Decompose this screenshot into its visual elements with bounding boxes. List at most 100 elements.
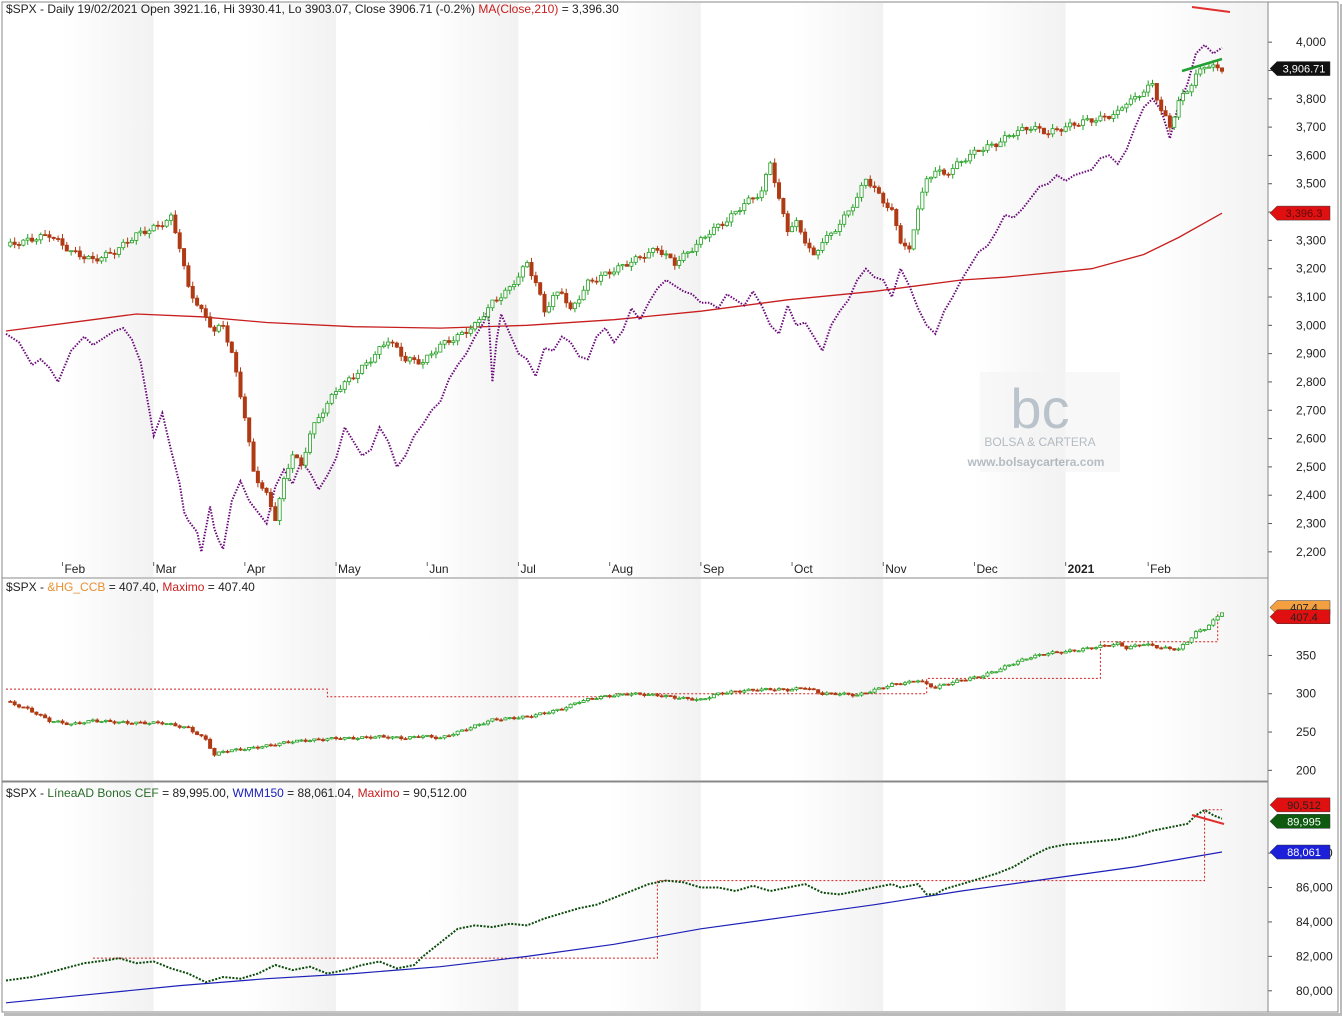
svg-text:90,512: 90,512	[1287, 800, 1321, 812]
candle	[234, 349, 239, 377]
candle	[942, 683, 947, 686]
candle	[1220, 67, 1225, 74]
candle	[1185, 641, 1190, 645]
candle	[872, 181, 877, 193]
candle	[82, 721, 87, 726]
y-tick-label: 2,500	[1296, 460, 1326, 474]
candle	[1024, 126, 1029, 135]
candle	[325, 400, 330, 417]
candle	[1063, 122, 1068, 133]
candle	[151, 223, 156, 232]
candle	[590, 277, 595, 284]
candle	[733, 210, 738, 216]
candle	[433, 735, 438, 741]
candle	[998, 137, 1003, 148]
y-tick-label: 2,200	[1296, 545, 1326, 559]
candle	[920, 679, 925, 683]
candle	[499, 718, 504, 722]
candle	[160, 720, 165, 726]
watermark-name: BOLSA & CARTERA	[984, 435, 1095, 449]
linea-ad-line	[5, 808, 1223, 984]
candle	[1007, 664, 1012, 667]
ad-series	[5, 808, 1223, 984]
candle	[412, 355, 417, 364]
y-tick-label: 3,100	[1296, 290, 1326, 304]
candle	[664, 694, 669, 699]
candle	[529, 257, 534, 280]
candle	[312, 422, 317, 439]
candle	[1193, 69, 1198, 89]
candle	[416, 734, 421, 738]
candle	[577, 700, 582, 705]
candle	[746, 688, 751, 692]
candle	[255, 745, 260, 750]
candle	[1150, 642, 1155, 647]
candle	[381, 341, 386, 349]
candle	[1020, 657, 1025, 662]
candle	[1024, 658, 1029, 661]
candle	[73, 721, 78, 725]
y-tick-label: 350	[1296, 648, 1316, 662]
candle	[264, 487, 269, 496]
candle	[955, 678, 960, 683]
candle	[672, 254, 677, 270]
candle	[420, 734, 425, 740]
candle	[299, 738, 304, 742]
candle	[512, 715, 517, 721]
candle	[594, 276, 599, 285]
candle	[494, 717, 499, 721]
candle	[685, 696, 690, 701]
value-badges: 3,906.713,396.3407.4407.490,51289,99588,…	[1269, 61, 1331, 860]
candle	[73, 246, 78, 254]
red-trend-line-ad	[1191, 814, 1225, 825]
candle	[1111, 110, 1116, 123]
candle	[551, 292, 556, 311]
candle	[898, 682, 903, 686]
candle	[625, 692, 630, 696]
candle	[268, 488, 273, 512]
red-trend-line-price	[1191, 6, 1231, 13]
candle	[1015, 126, 1020, 141]
candle	[1124, 102, 1129, 113]
candle	[43, 230, 48, 236]
candle	[403, 737, 408, 741]
candle	[755, 688, 760, 692]
candle	[963, 158, 968, 164]
candle	[881, 191, 886, 208]
candle	[564, 288, 569, 308]
y-tick-label: 82,000	[1296, 949, 1333, 963]
candle	[764, 687, 769, 691]
candle	[824, 691, 829, 696]
candle	[664, 250, 669, 260]
candle	[125, 719, 130, 726]
candle	[138, 227, 143, 237]
candle	[1176, 647, 1181, 652]
candle	[129, 722, 134, 725]
candle	[937, 165, 942, 176]
hg-max-badge: 407.4	[1269, 609, 1331, 625]
candle	[399, 735, 404, 741]
candle	[707, 229, 712, 242]
candle	[1094, 117, 1099, 127]
candle	[816, 249, 821, 260]
candle	[681, 696, 686, 700]
candle	[468, 726, 473, 732]
hg-y-axis: 200 250 300 350	[1268, 648, 1316, 777]
candle	[546, 711, 551, 715]
hg-header: $SPX - &HG_CCB = 407.40, Maximo = 407.40	[6, 580, 255, 594]
candle	[234, 747, 239, 752]
candle	[859, 691, 864, 697]
candle	[195, 730, 200, 736]
candle	[30, 706, 35, 713]
ma210-series	[5, 212, 1223, 332]
candle	[1076, 649, 1081, 653]
candle	[1141, 89, 1146, 98]
candle	[390, 736, 395, 740]
candle	[777, 687, 782, 691]
candle	[1041, 654, 1046, 656]
candle	[1054, 650, 1059, 654]
candle	[868, 690, 873, 694]
candle	[355, 369, 360, 384]
candle	[924, 175, 929, 196]
candle	[429, 350, 434, 359]
